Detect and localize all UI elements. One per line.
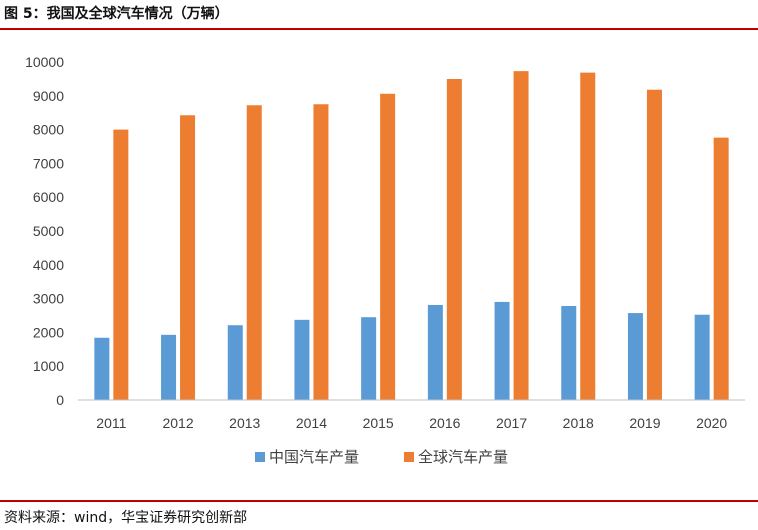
source-note: 资料来源：wind，华宝证券研究创新部 [4,510,248,526]
y-tick-label: 10000 [25,54,64,70]
bar-global-2020 [713,137,729,400]
figure-title: 图 5：我国及全球汽车情况（万辆） [4,6,229,22]
x-tick-label: 2016 [429,415,460,431]
y-tick-label: 8000 [33,122,64,138]
legend-swatch-china [255,452,265,462]
bar-china-2020 [694,314,710,400]
y-tick-label: 0 [56,392,64,408]
x-axis-ticks: 2011 2012 2013 2014 2015 2016 2017 2018 2019 2020 [96,415,727,431]
bar-china-2013 [227,325,243,400]
bar-global-2013 [246,105,262,400]
bar-global-2015 [380,93,396,400]
x-tick-label: 2013 [229,415,260,431]
x-tick-label: 2012 [162,415,193,431]
y-tick-label: 3000 [33,291,64,307]
bar-china-2014 [294,319,310,400]
bar-global-2014 [313,104,329,400]
y-tick-label: 1000 [33,358,64,374]
y-tick-label: 7000 [33,155,64,171]
y-tick-label: 6000 [33,189,64,205]
y-tick-label: 9000 [33,88,64,104]
x-tick-label: 2011 [96,415,126,431]
bar-global-2017 [513,71,529,400]
x-tick-label: 2018 [563,415,594,431]
bar-china-2019 [627,313,643,400]
bar-china-2017 [494,301,510,400]
bar-global-2016 [446,79,462,400]
legend-label-china: 中国汽车产量 [269,448,359,466]
bar-china-2011 [94,337,110,400]
y-tick-label: 2000 [33,324,64,340]
bar-global-2018 [580,72,596,400]
x-tick-label: 2015 [363,415,394,431]
y-tick-label: 4000 [33,257,64,273]
x-tick-label: 2019 [629,415,660,431]
x-tick-label: 2017 [496,415,527,431]
bar-global-2011 [113,129,129,400]
bar-global-2019 [646,89,662,400]
legend-label-global: 全球汽车产量 [418,448,508,466]
bars [94,71,729,400]
x-tick-label: 2020 [696,415,727,431]
y-tick-label: 5000 [33,223,64,239]
bar-china-2016 [427,304,443,400]
bar-china-2018 [561,306,577,400]
bar-china-2012 [161,334,177,400]
bar-chart: 0 1000 2000 3000 4000 5000 6000 7000 8000 9000 100… [25,54,745,466]
y-axis-ticks: 0 1000 2000 3000 4000 5000 6000 7000 8000 9000 100… [25,54,64,408]
x-tick-label: 2014 [296,415,327,431]
bottom-rule [0,500,758,502]
bar-china-2015 [361,317,377,400]
legend: 中国汽车产量 全球汽车产量 [255,448,508,466]
bar-global-2012 [180,115,196,400]
legend-swatch-global [404,452,414,462]
top-rule [0,28,758,30]
